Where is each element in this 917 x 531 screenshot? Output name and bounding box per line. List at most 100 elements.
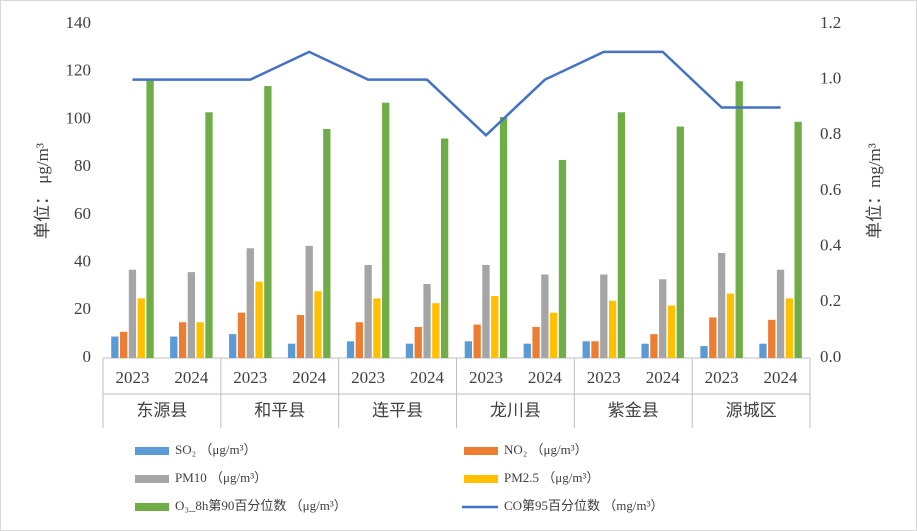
x-tick-label: 2024	[174, 368, 209, 387]
x-tick-label: 2024	[528, 368, 563, 387]
y-tick-label: 80	[74, 156, 91, 175]
bar	[296, 315, 305, 358]
bar	[432, 303, 440, 358]
bar	[120, 331, 128, 358]
bar	[558, 159, 567, 358]
y-tick-label: 140	[66, 13, 92, 32]
bar	[305, 245, 313, 358]
bar	[255, 281, 263, 358]
x-tick-label: 2023	[115, 368, 149, 387]
bar	[187, 272, 196, 358]
y-tick-label: 0	[83, 347, 92, 366]
bar	[111, 336, 119, 358]
bar	[170, 336, 178, 358]
legend-label: O₃_8h第90百分位数 （μg/m³）	[175, 498, 347, 513]
bar	[776, 269, 785, 358]
y2-tick-label: 0.4	[820, 236, 842, 255]
bar	[650, 334, 658, 358]
x-tick-label: 2024	[292, 368, 327, 387]
bar	[709, 317, 717, 358]
group-label: 紫金县	[608, 401, 659, 420]
bar	[178, 322, 187, 358]
legend-label: NO₂ （μg/m³）	[504, 442, 588, 457]
legend-label: SO₂ （μg/m³）	[175, 442, 257, 457]
x-tick-label: 2024	[646, 368, 681, 387]
legend-label: PM10 （μg/m³）	[175, 470, 267, 485]
bar	[717, 253, 726, 358]
y-tick-label: 60	[74, 204, 91, 223]
bar	[137, 298, 145, 358]
bar	[382, 102, 390, 358]
y2-tick-label: 0.0	[820, 347, 841, 366]
legend-label: PM2.5 （μg/m³）	[504, 470, 599, 485]
y2-tick-label: 0.2	[820, 291, 841, 310]
bar	[264, 86, 272, 359]
x-tick-label: 2023	[351, 368, 385, 387]
bar	[287, 343, 296, 358]
legend-swatch	[135, 447, 169, 455]
bar	[617, 112, 626, 359]
y2-axis-label: 单位：mg/m³	[865, 143, 884, 239]
bar	[523, 343, 531, 358]
bar	[423, 284, 431, 358]
bar	[591, 341, 599, 358]
bar	[600, 274, 608, 358]
y-tick-label: 20	[74, 299, 91, 318]
bar	[667, 305, 676, 358]
bar	[205, 112, 213, 359]
bar	[785, 298, 793, 358]
y2-tick-label: 0.6	[820, 180, 841, 199]
bar	[464, 341, 473, 358]
bar	[414, 326, 422, 358]
bar	[196, 322, 204, 358]
bar	[364, 264, 372, 358]
bar	[323, 128, 331, 358]
y-axis-label: 单位： μg/m³	[33, 143, 52, 239]
x-tick-label: 2023	[705, 368, 739, 387]
bar	[641, 343, 649, 358]
group-label: 东源县	[136, 401, 187, 420]
group-label: 源城区	[726, 401, 777, 420]
y-tick-label: 40	[74, 251, 91, 270]
bar	[146, 78, 154, 358]
legend-label: CO第95百分位数 （mg/m³）	[504, 498, 664, 513]
y2-tick-label: 1.0	[820, 69, 841, 88]
group-label: 龙川县	[490, 401, 541, 420]
bar	[735, 81, 743, 358]
x-tick-label: 2024	[410, 368, 445, 387]
legend-swatch	[464, 447, 498, 455]
x-tick-label: 2023	[587, 368, 621, 387]
bar	[499, 117, 508, 359]
group-label: 和平县	[254, 401, 305, 420]
bar	[440, 138, 449, 358]
bar	[582, 341, 590, 358]
bar	[373, 298, 381, 358]
x-tick-label: 2024	[764, 368, 799, 387]
line	[132, 50, 781, 138]
bar	[676, 126, 684, 358]
bar	[768, 319, 776, 358]
x-tick-label: 2023	[233, 368, 267, 387]
bar	[700, 346, 708, 358]
bar	[491, 295, 499, 358]
legend-swatch	[135, 503, 169, 511]
bar	[608, 300, 617, 358]
y-tick-label: 100	[66, 108, 92, 127]
bar	[532, 326, 540, 358]
bar	[482, 264, 490, 358]
bar	[246, 248, 254, 358]
bar	[346, 341, 355, 358]
bar	[237, 312, 246, 358]
bar	[128, 269, 137, 358]
bar	[550, 312, 558, 358]
y-tick-label: 120	[66, 61, 92, 80]
bar	[541, 274, 549, 358]
bar	[229, 334, 237, 358]
y2-tick-label: 0.8	[820, 124, 841, 143]
bar	[314, 291, 322, 358]
bar	[759, 343, 767, 358]
bar	[726, 293, 735, 358]
group-label: 连平县	[372, 401, 423, 420]
bar	[473, 324, 481, 358]
